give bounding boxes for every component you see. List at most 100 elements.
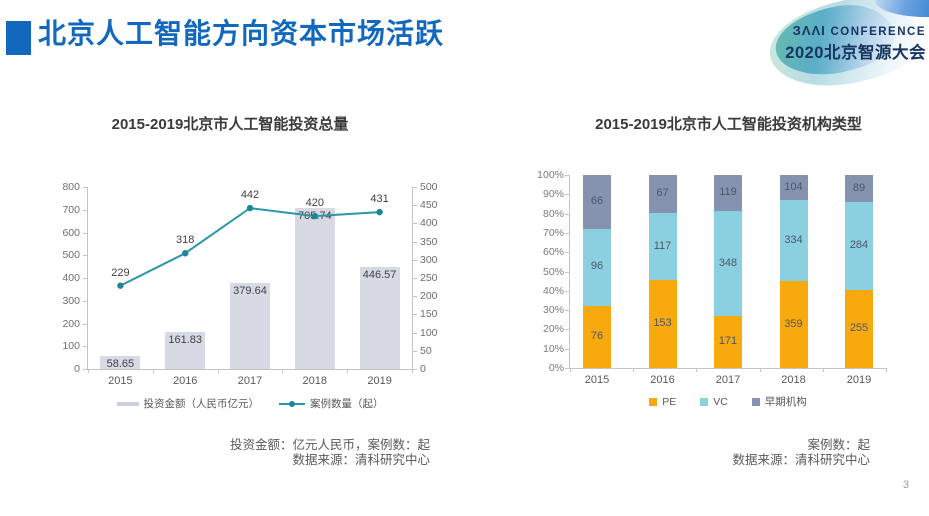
y-axis-tick-0 xyxy=(565,368,569,369)
bar-label-2017: 379.64 xyxy=(233,284,267,297)
y-axis-tick-80 xyxy=(565,213,569,215)
y-axis-tick-20 xyxy=(565,329,569,331)
stack-segment-PE-2016 xyxy=(648,280,677,368)
chart1-plot: 0 100 200 300 400 500 600 700 800 0 50 100 150 200 250… xyxy=(62,181,437,387)
left-axis-label-100: 100 xyxy=(62,340,80,353)
legend-line-swatch xyxy=(279,400,305,408)
chart2-plot: 0% 10% 20% 30% 40% 50% 60% 70% 80% 90% 100% 76 96 66 2… xyxy=(537,169,887,386)
right-axis-label-150: 150 xyxy=(420,308,438,321)
stack-segment-VC-2018 xyxy=(779,200,808,282)
y-axis-label-70: 70% xyxy=(542,226,564,239)
left-axis-tick-100 xyxy=(83,346,87,348)
legend-label-VC: VC xyxy=(713,395,728,408)
x-axis-tick-4 xyxy=(347,369,349,373)
stack-label-早期机构-2019: 89 xyxy=(852,181,866,194)
right-axis-label-450: 450 xyxy=(420,199,438,212)
legend-bar-swatch xyxy=(116,401,139,406)
y-axis-tick-90 xyxy=(565,194,569,196)
left-axis-label-200: 200 xyxy=(62,317,80,330)
right-axis-tick-0 xyxy=(413,369,417,370)
y-axis-label-10: 10% xyxy=(542,342,564,355)
chart2-caption: 案例数：起 数据来源：清科研究中心 xyxy=(732,438,870,469)
stack-segment-VC-2019 xyxy=(845,202,873,290)
stack-label-PE-2017: 171 xyxy=(718,335,738,348)
legend-item-早期机构: 早期机构 xyxy=(751,394,807,409)
legend-label-PE: PE xyxy=(662,395,677,408)
right-axis-tick-450 xyxy=(413,205,417,207)
y-axis-label-0: 0% xyxy=(548,362,564,374)
legend-swatch-早期机构 xyxy=(751,397,760,406)
legend-item-PE: PE xyxy=(649,396,676,408)
right-axis-tick-100 xyxy=(413,332,417,334)
right-axis-label-500: 500 xyxy=(420,181,438,193)
stack-label-VC-2015: 96 xyxy=(590,260,604,273)
right-axis-label-0: 0 xyxy=(420,363,426,375)
slide-title: 北京人工智能方向资本市场活跃 xyxy=(38,18,445,49)
legend-label-investment-amount: 投资金额（人民币亿元） xyxy=(143,398,260,410)
left-axis-tick-600 xyxy=(83,232,87,234)
legend-swatch-VC xyxy=(700,397,709,406)
legend-label-早期机构: 早期机构 xyxy=(764,396,807,408)
x-label-2017: 2017 xyxy=(715,374,741,386)
y-axis-tick-30 xyxy=(565,310,569,312)
right-axis-tick-200 xyxy=(413,296,417,298)
stack-segment-VC-2017 xyxy=(714,210,742,317)
legend-dot xyxy=(289,400,295,407)
y-axis-label-30: 30% xyxy=(542,304,564,317)
x-axis-line xyxy=(87,369,413,370)
y-axis-left-line xyxy=(87,187,88,369)
y-axis-label-20: 20% xyxy=(542,323,564,336)
bar-2018 xyxy=(294,208,335,369)
stack-label-PE-2018: 359 xyxy=(784,317,803,330)
line-point-2015 xyxy=(117,282,124,289)
legend-swatch-PE xyxy=(649,397,658,406)
case-count-line-series xyxy=(117,204,383,289)
line-label-2017: 442 xyxy=(240,189,260,202)
stack-label-早期机构-2017: 119 xyxy=(719,185,737,198)
y-axis-label-60: 60% xyxy=(542,246,564,259)
line-point-2019 xyxy=(376,208,383,216)
right-axis-tick-150 xyxy=(413,314,417,316)
left-axis-tick-500 xyxy=(83,255,87,257)
right-axis-tick-350 xyxy=(413,241,417,243)
stack-label-PE-2016: 153 xyxy=(653,317,672,330)
chart2-legend: PE VC 早期机构 xyxy=(570,394,886,409)
left-axis-tick-300 xyxy=(83,300,87,302)
page-number: 3 xyxy=(902,479,909,491)
x-axis-tick-3 xyxy=(759,368,761,372)
x-axis-tick-3 xyxy=(282,369,284,373)
chart1-legend: 投资金额（人民币亿元） 案例数量（起） xyxy=(88,396,412,411)
chart1-caption: 投资金额：亿元人民币，案例数：起 数据来源：清科研究中心 xyxy=(230,438,430,469)
left-axis-tick-200 xyxy=(83,323,87,325)
left-axis-tick-700 xyxy=(83,209,87,211)
stack-segment-PE-2019 xyxy=(845,289,873,368)
right-axis-label-350: 350 xyxy=(420,235,438,248)
legend-item-investment-amount: 投资金额（人民币亿元） xyxy=(116,396,260,411)
x-label-2015: 2015 xyxy=(584,374,610,386)
line-label-2015: 229 xyxy=(111,266,130,279)
logo-baai-wordmark: ЗΛΛI xyxy=(792,23,826,38)
right-axis-tick-250 xyxy=(413,278,417,279)
y-axis-tick-60 xyxy=(565,252,569,254)
x-axis-tick-1 xyxy=(152,369,154,373)
legend-label-case-count: 案例数量（起） xyxy=(310,398,384,410)
x-axis-tick-1 xyxy=(633,368,635,372)
bar-label-2015: 58.65 xyxy=(106,357,135,370)
left-axis-label-800: 800 xyxy=(62,181,80,193)
stack-label-VC-2017: 348 xyxy=(718,256,738,269)
y-axis-right-line xyxy=(412,187,413,369)
stack-label-VC-2018: 334 xyxy=(784,233,803,246)
line-label-2016: 318 xyxy=(176,234,195,247)
chart2-caption-line-1: 案例数：起 xyxy=(807,438,870,452)
right-axis-label-50: 50 xyxy=(420,344,432,357)
bar-2019 xyxy=(359,267,400,369)
y-axis-label-40: 40% xyxy=(542,284,564,297)
x-axis-tick-0 xyxy=(570,368,571,372)
baai-conference-logo: ЗΛΛI CONFERENCE 2020北京智源大会 xyxy=(764,0,929,95)
y-axis-label-80: 80% xyxy=(542,207,564,220)
left-axis-label-600: 600 xyxy=(62,226,80,239)
chart2-title: 2015-2019北京市人工智能投资机构类型 xyxy=(595,116,862,133)
right-axis-label-300: 300 xyxy=(420,253,438,266)
chart1-caption-line-2: 数据来源：清科研究中心 xyxy=(292,453,430,468)
